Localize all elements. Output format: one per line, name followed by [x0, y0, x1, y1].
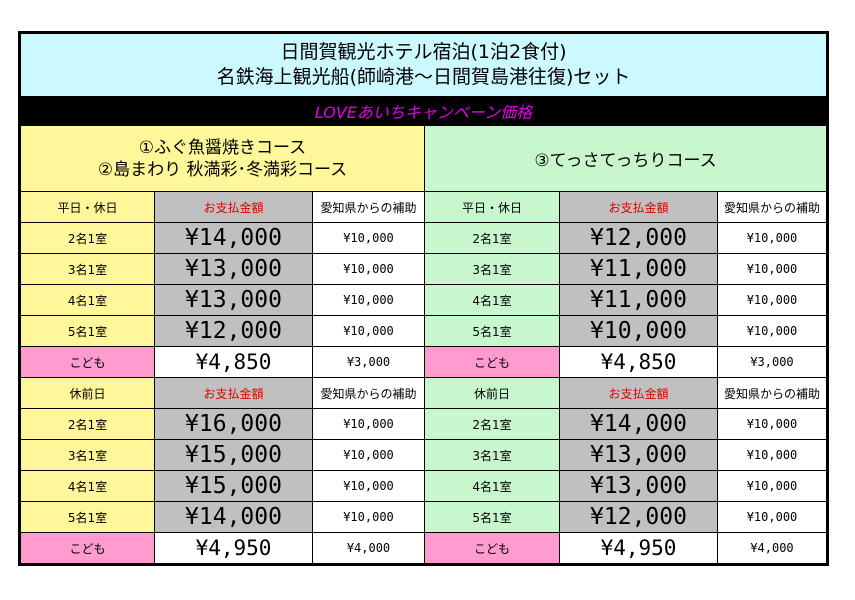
row-subsidy-child: ¥3,000 — [717, 346, 828, 378]
row-price: ¥13,000 — [559, 470, 718, 502]
row-category: 5名1室 — [19, 315, 155, 347]
row-subsidy: ¥10,000 — [312, 408, 425, 440]
course-left-line-2: ②島まわり 秋満彩･冬満彩コース — [97, 159, 348, 180]
row-subsidy-child: ¥4,000 — [312, 532, 425, 565]
table-row: 3名1室 ¥13,000 ¥10,000 3名1室 ¥11,000 ¥10,00… — [19, 253, 828, 285]
row-subsidy: ¥10,000 — [312, 222, 425, 254]
row-category: 4名1室 — [424, 284, 560, 316]
row-price-child: ¥4,850 — [559, 346, 718, 378]
row-subsidy: ¥10,000 — [312, 315, 425, 347]
row-price-child: ¥4,850 — [154, 346, 313, 378]
holiday-eve-subsidy-header-left: 愛知県からの補助 — [312, 377, 425, 409]
weekday-header-row: 平日・休日 お支払金額 愛知県からの補助 平日・休日 お支払金額 愛知県からの補… — [19, 191, 828, 223]
row-subsidy: ¥10,000 — [717, 253, 828, 285]
row-category: 5名1室 — [19, 501, 155, 533]
row-category: 3名1室 — [424, 253, 560, 285]
row-price: ¥10,000 — [559, 315, 718, 347]
row-subsidy: ¥10,000 — [312, 284, 425, 316]
row-category: 4名1室 — [19, 284, 155, 316]
row-category: 3名1室 — [19, 253, 155, 285]
row-subsidy: ¥10,000 — [312, 470, 425, 502]
table-row: 5名1室 ¥14,000 ¥10,000 5名1室 ¥12,000 ¥10,00… — [19, 501, 828, 533]
holiday-eve-payment-header-left: お支払金額 — [154, 377, 313, 409]
row-price: ¥15,000 — [154, 439, 313, 471]
row-price: ¥13,000 — [154, 253, 313, 285]
row-category: 4名1室 — [424, 470, 560, 502]
row-subsidy: ¥10,000 — [312, 439, 425, 471]
row-subsidy: ¥10,000 — [312, 253, 425, 285]
row-subsidy: ¥10,000 — [717, 408, 828, 440]
row-subsidy: ¥10,000 — [717, 470, 828, 502]
row-price: ¥11,000 — [559, 253, 718, 285]
row-price: ¥12,000 — [559, 222, 718, 254]
weekday-category-header-right: 平日・休日 — [424, 191, 560, 223]
row-subsidy: ¥10,000 — [717, 284, 828, 316]
holiday-eve-category-header-right: 休前日 — [424, 377, 560, 409]
weekday-payment-header-right: お支払金額 — [559, 191, 718, 223]
row-category: 4名1室 — [19, 470, 155, 502]
row-category: 3名1室 — [19, 439, 155, 471]
campaign-banner: LOVEあいちキャンペーン価格 — [19, 96, 828, 126]
price-table: 日間賀観光ホテル宿泊(1泊2食付) 名鉄海上観光船(師崎港～日間賀島港往復)セッ… — [18, 31, 829, 566]
row-category: 5名1室 — [424, 501, 560, 533]
row-price: ¥14,000 — [154, 501, 313, 533]
row-price: ¥12,000 — [559, 501, 718, 533]
weekday-payment-header-left: お支払金額 — [154, 191, 313, 223]
row-price-child: ¥4,950 — [154, 532, 313, 565]
row-subsidy: ¥10,000 — [312, 501, 425, 533]
row-price: ¥15,000 — [154, 470, 313, 502]
row-subsidy: ¥10,000 — [717, 222, 828, 254]
course-right-header: ③てっさてっちりコース — [424, 125, 828, 192]
row-price: ¥14,000 — [154, 222, 313, 254]
weekday-subsidy-header-left: 愛知県からの補助 — [312, 191, 425, 223]
row-subsidy: ¥10,000 — [717, 501, 828, 533]
weekday-subsidy-header-right: 愛知県からの補助 — [717, 191, 828, 223]
row-category: 2名1室 — [424, 408, 560, 440]
row-category: 5名1室 — [424, 315, 560, 347]
row-category: 2名1室 — [424, 222, 560, 254]
row-subsidy-child: ¥4,000 — [717, 532, 828, 565]
table-title: 日間賀観光ホテル宿泊(1泊2食付) 名鉄海上観光船(師崎港～日間賀島港往復)セッ… — [19, 32, 828, 97]
table-row: 2名1室 ¥14,000 ¥10,000 2名1室 ¥12,000 ¥10,00… — [19, 222, 828, 254]
row-category-child: こども — [19, 532, 155, 565]
table-row: 4名1室 ¥15,000 ¥10,000 4名1室 ¥13,000 ¥10,00… — [19, 470, 828, 502]
table-row: こども ¥4,850 ¥3,000 こども ¥4,850 ¥3,000 — [19, 346, 828, 378]
row-category-child: こども — [424, 532, 560, 565]
table-row: 5名1室 ¥12,000 ¥10,000 5名1室 ¥10,000 ¥10,00… — [19, 315, 828, 347]
title-line-1: 日間賀観光ホテル宿泊(1泊2食付) — [280, 41, 567, 63]
table-row: 3名1室 ¥15,000 ¥10,000 3名1室 ¥13,000 ¥10,00… — [19, 439, 828, 471]
holiday-eve-category-header-left: 休前日 — [19, 377, 155, 409]
row-price: ¥12,000 — [154, 315, 313, 347]
row-category: 3名1室 — [424, 439, 560, 471]
row-price: ¥16,000 — [154, 408, 313, 440]
row-subsidy-child: ¥3,000 — [312, 346, 425, 378]
row-price: ¥13,000 — [559, 439, 718, 471]
row-subsidy: ¥10,000 — [717, 315, 828, 347]
weekday-category-header-left: 平日・休日 — [19, 191, 155, 223]
row-category: 2名1室 — [19, 408, 155, 440]
table-row: 2名1室 ¥16,000 ¥10,000 2名1室 ¥14,000 ¥10,00… — [19, 408, 828, 440]
course-left-header: ①ふぐ魚醤焼きコース ②島まわり 秋満彩･冬満彩コース — [19, 125, 425, 192]
row-category-child: こども — [424, 346, 560, 378]
holiday-eve-subsidy-header-right: 愛知県からの補助 — [717, 377, 828, 409]
course-left-line-1: ①ふぐ魚醤焼きコース — [138, 137, 307, 158]
row-price: ¥11,000 — [559, 284, 718, 316]
row-price: ¥13,000 — [154, 284, 313, 316]
holiday-eve-header-row: 休前日 お支払金額 愛知県からの補助 休前日 お支払金額 愛知県からの補助 — [19, 377, 828, 409]
row-price: ¥14,000 — [559, 408, 718, 440]
row-price-child: ¥4,950 — [559, 532, 718, 565]
table-row: 4名1室 ¥13,000 ¥10,000 4名1室 ¥11,000 ¥10,00… — [19, 284, 828, 316]
row-category: 2名1室 — [19, 222, 155, 254]
row-subsidy: ¥10,000 — [717, 439, 828, 471]
title-line-2: 名鉄海上観光船(師崎港～日間賀島港往復)セット — [216, 66, 631, 88]
holiday-eve-payment-header-right: お支払金額 — [559, 377, 718, 409]
table-row: こども ¥4,950 ¥4,000 こども ¥4,950 ¥4,000 — [19, 532, 828, 565]
row-category-child: こども — [19, 346, 155, 378]
